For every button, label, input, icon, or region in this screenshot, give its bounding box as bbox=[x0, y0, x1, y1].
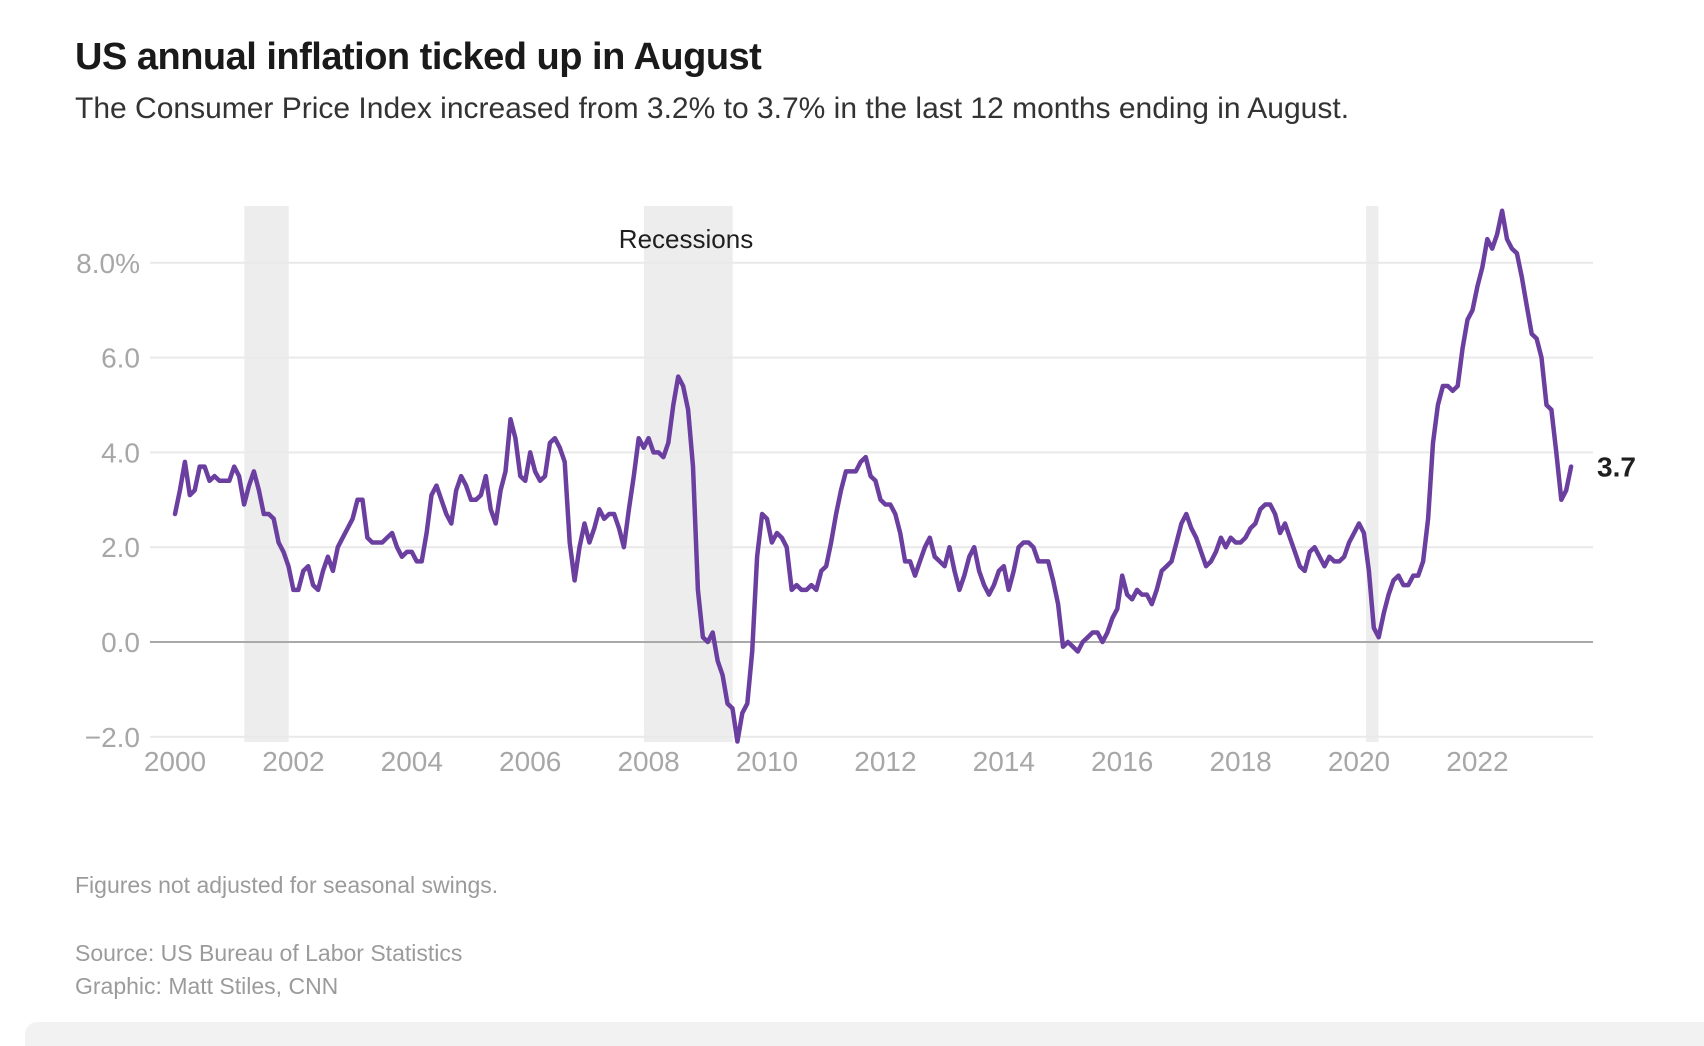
y-tick-label: 8.0% bbox=[76, 248, 140, 279]
x-tick-label: 2018 bbox=[1209, 746, 1271, 777]
y-tick-label: 0.0 bbox=[101, 627, 140, 658]
credit-line: Graphic: Matt Stiles, CNN bbox=[75, 973, 339, 999]
x-tick-label: 2004 bbox=[381, 746, 443, 777]
x-tick-label: 2008 bbox=[617, 746, 679, 777]
y-tick-label: 6.0 bbox=[101, 343, 140, 374]
chart-title: US annual inflation ticked up in August bbox=[75, 36, 762, 78]
x-tick-label: 2014 bbox=[973, 746, 1035, 777]
footnote: Figures not adjusted for seasonal swings… bbox=[75, 872, 499, 898]
y-tick-label: −2.0 bbox=[85, 722, 140, 753]
x-tick-label: 2020 bbox=[1328, 746, 1390, 777]
x-tick-label: 2002 bbox=[262, 746, 324, 777]
cpi-line-series bbox=[172, 208, 1574, 744]
y-tick-label: 2.0 bbox=[101, 532, 140, 563]
y-axis-labels: 8.0% 6.0 4.0 2.0 0.0 −2.0 bbox=[76, 248, 140, 753]
recessions-annotation: Recessions bbox=[619, 224, 753, 254]
x-tick-label: 2012 bbox=[854, 746, 916, 777]
recession-bands bbox=[244, 206, 1379, 742]
source-line: Source: US Bureau of Labor Statistics bbox=[75, 940, 463, 966]
next-card-top-edge bbox=[25, 1022, 1704, 1046]
gridlines bbox=[150, 261, 1593, 738]
x-tick-label: 2000 bbox=[144, 746, 206, 777]
x-tick-label: 2016 bbox=[1091, 746, 1153, 777]
chart-subtitle: The Consumer Price Index increased from … bbox=[75, 92, 1350, 125]
x-axis-labels: 2000 2002 2004 2006 2008 2010 2012 2014 2016 2018… bbox=[144, 746, 1509, 777]
x-tick-label: 2022 bbox=[1446, 746, 1508, 777]
cpi-line bbox=[172, 208, 1574, 744]
latest-value-label: 3.7 bbox=[1597, 452, 1636, 483]
y-tick-label: 4.0 bbox=[101, 437, 140, 468]
x-tick-label: 2010 bbox=[736, 746, 798, 777]
x-tick-label: 2006 bbox=[499, 746, 561, 777]
recession-band bbox=[1366, 206, 1379, 742]
